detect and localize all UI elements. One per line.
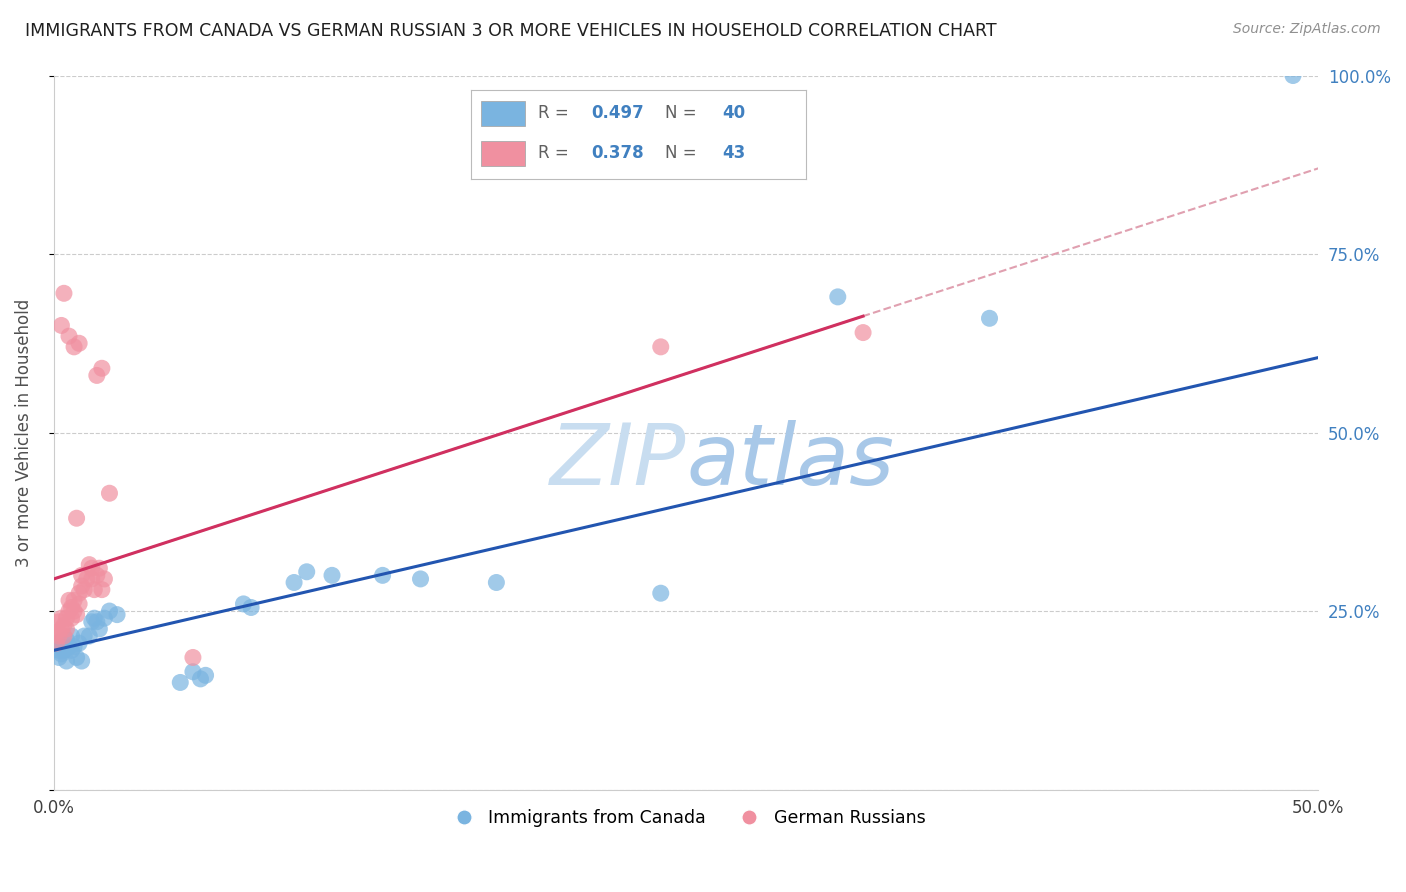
Point [51,622,73,636]
Point [194,668,217,682]
Point [80,572,103,586]
Point [48,643,70,657]
Point [58,593,80,607]
Point [77,558,100,572]
Point [80,561,103,575]
Point [93,572,115,586]
Point [77,629,100,643]
Point [979,311,1001,326]
Y-axis label: 3 or more Vehicles in Household: 3 or more Vehicles in Household [15,299,32,566]
Point [371,568,394,582]
Point [52,629,75,643]
Point [70,568,93,582]
Point [98,604,121,618]
Point [852,326,875,340]
Point [86,568,108,582]
Point [295,565,318,579]
Point [827,290,849,304]
Point [90,582,112,597]
Point [181,665,204,679]
Point [60,600,83,615]
Text: ZIP: ZIP [550,419,686,502]
Point [55,611,77,625]
Point [51,647,73,661]
Point [321,568,343,582]
Point [63,640,86,654]
Point [86,615,108,629]
Point [93,611,115,625]
Point [45,636,67,650]
Point [80,615,103,629]
Point [240,600,263,615]
Point [45,636,67,650]
Point [60,611,83,625]
Point [52,643,75,657]
Text: Source: ZipAtlas.com: Source: ZipAtlas.com [1233,22,1381,37]
Point [65,511,87,525]
Point [105,607,128,622]
Point [70,654,93,668]
Point [83,582,105,597]
Point [409,572,432,586]
Point [52,618,75,632]
Text: IMMIGRANTS FROM CANADA VS GERMAN RUSSIAN 3 OR MORE VEHICLES IN HOUSEHOLD CORRELA: IMMIGRANTS FROM CANADA VS GERMAN RUSSIAN… [25,22,997,40]
Point [190,672,212,686]
Point [67,597,90,611]
Point [51,611,73,625]
Point [65,650,87,665]
Point [63,593,86,607]
Point [51,640,73,654]
Point [70,579,93,593]
Point [67,586,90,600]
Point [58,604,80,618]
Point [55,654,77,668]
Point [86,368,108,383]
Legend: Immigrants from Canada, German Russians: Immigrants from Canada, German Russians [440,803,932,834]
Point [51,318,73,333]
Point [232,597,254,611]
Text: atlas: atlas [686,419,894,502]
Point [58,329,80,343]
Point [485,575,508,590]
Point [48,615,70,629]
Point [60,643,83,657]
Point [58,640,80,654]
Point [55,632,77,647]
Point [63,604,86,618]
Point [169,675,191,690]
Point [63,340,86,354]
Point [60,629,83,643]
Point [55,622,77,636]
Point [650,586,672,600]
Point [90,361,112,376]
Point [89,561,111,575]
Point [1282,69,1305,83]
Point [67,336,90,351]
Point [48,629,70,643]
Point [52,286,75,301]
Point [67,636,90,650]
Point [89,622,111,636]
Point [73,629,96,643]
Point [83,611,105,625]
Point [181,650,204,665]
Point [45,625,67,640]
Point [76,572,98,586]
Point [98,486,121,500]
Point [283,575,305,590]
Point [48,650,70,665]
Point [65,607,87,622]
Point [650,340,672,354]
Point [73,582,96,597]
